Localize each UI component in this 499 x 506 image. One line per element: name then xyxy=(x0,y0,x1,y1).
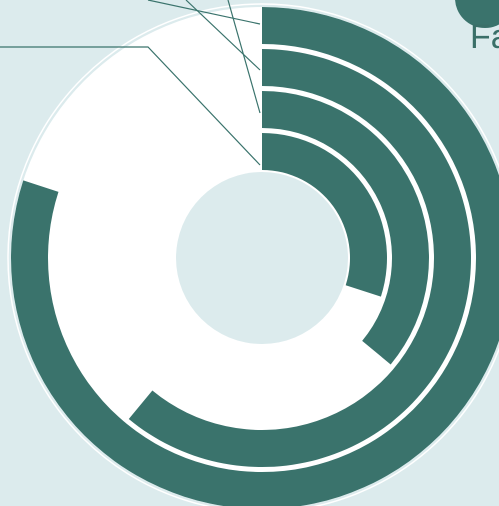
bar-4 xyxy=(262,133,387,297)
ring-outline-1 xyxy=(7,3,499,506)
ring-outline-2 xyxy=(49,45,475,471)
leader-line-4 xyxy=(0,46,261,166)
bar-3 xyxy=(262,91,430,365)
label-badge xyxy=(455,0,499,28)
ring-outline-4 xyxy=(133,129,391,387)
ring-outline-3 xyxy=(91,87,433,429)
center-hole xyxy=(176,172,348,344)
leader-line-3 xyxy=(227,0,261,114)
leader-line-2 xyxy=(185,0,261,71)
leader-line-1 xyxy=(147,0,261,25)
bar-2 xyxy=(128,49,472,468)
clipped-label: Fa xyxy=(470,18,499,56)
